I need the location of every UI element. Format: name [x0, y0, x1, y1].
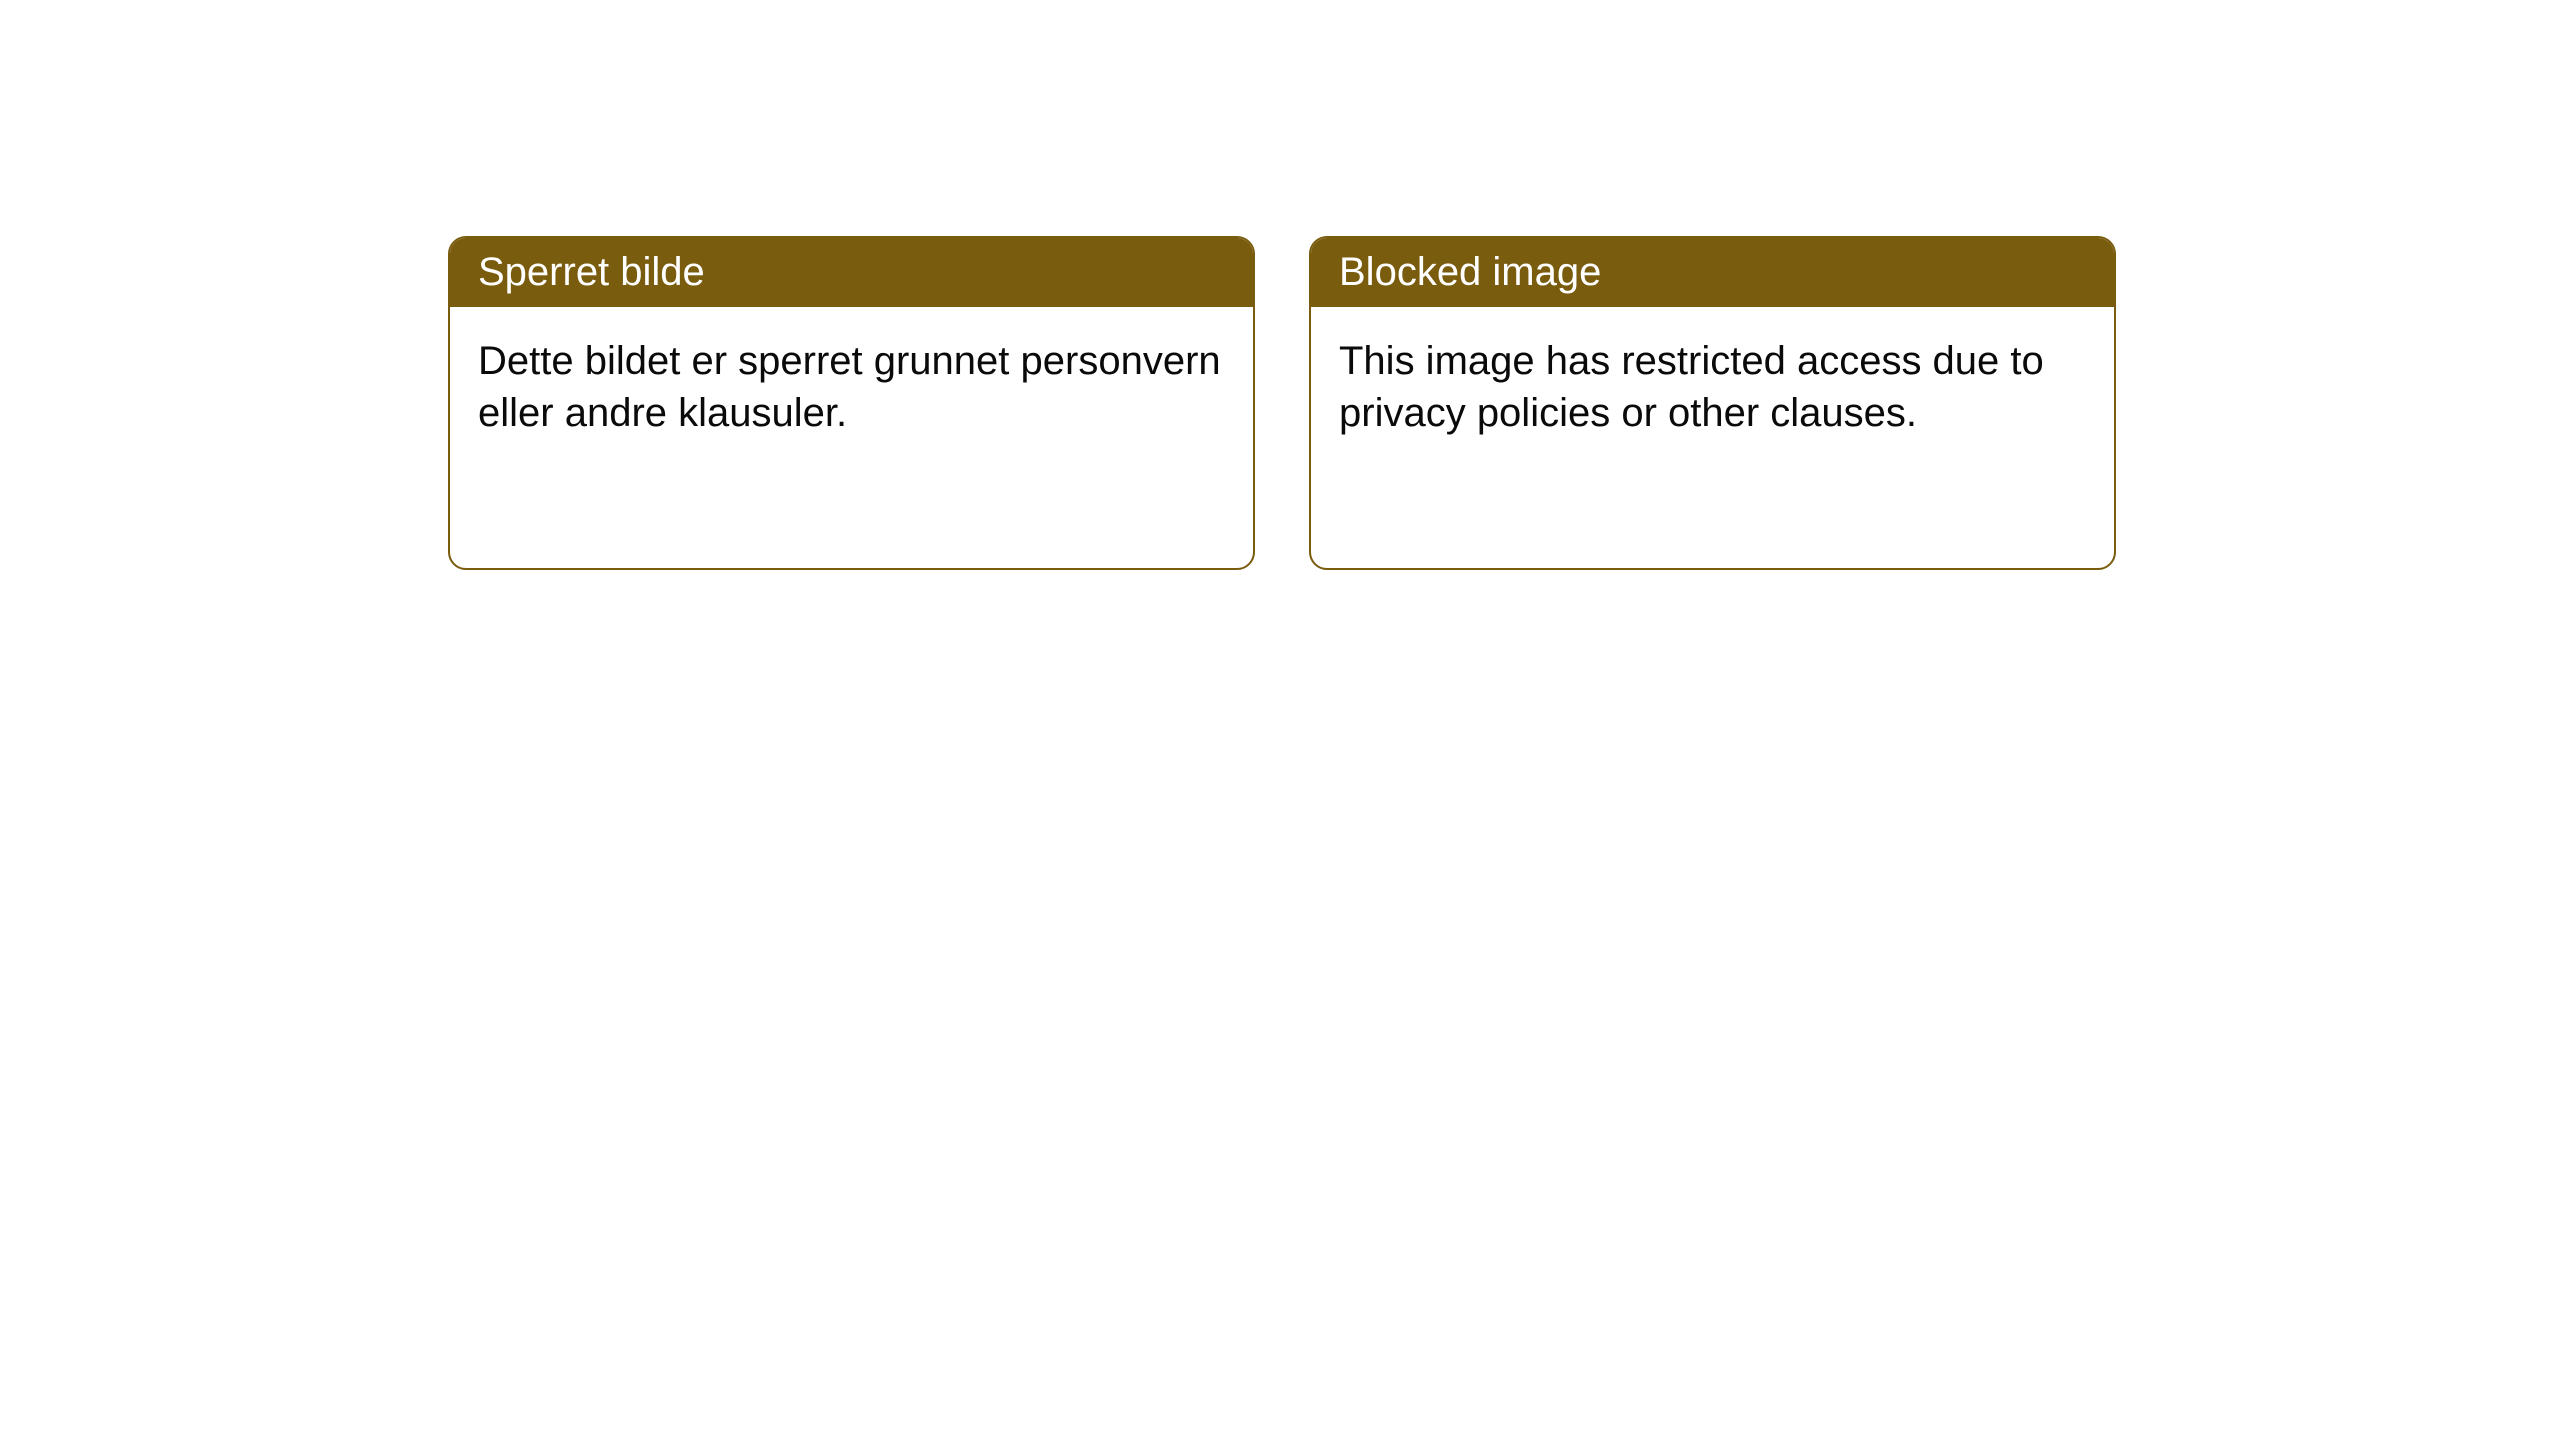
notice-body: This image has restricted access due to … — [1311, 307, 2114, 467]
notice-header: Sperret bilde — [450, 238, 1253, 307]
notice-container: Sperret bilde Dette bildet er sperret gr… — [448, 236, 2116, 570]
notice-card-norwegian: Sperret bilde Dette bildet er sperret gr… — [448, 236, 1255, 570]
notice-title: Blocked image — [1339, 250, 1601, 294]
notice-body: Dette bildet er sperret grunnet personve… — [450, 307, 1253, 467]
notice-title: Sperret bilde — [478, 250, 705, 294]
notice-message: This image has restricted access due to … — [1339, 339, 2044, 435]
notice-message: Dette bildet er sperret grunnet personve… — [478, 339, 1221, 435]
notice-card-english: Blocked image This image has restricted … — [1309, 236, 2116, 570]
notice-header: Blocked image — [1311, 238, 2114, 307]
